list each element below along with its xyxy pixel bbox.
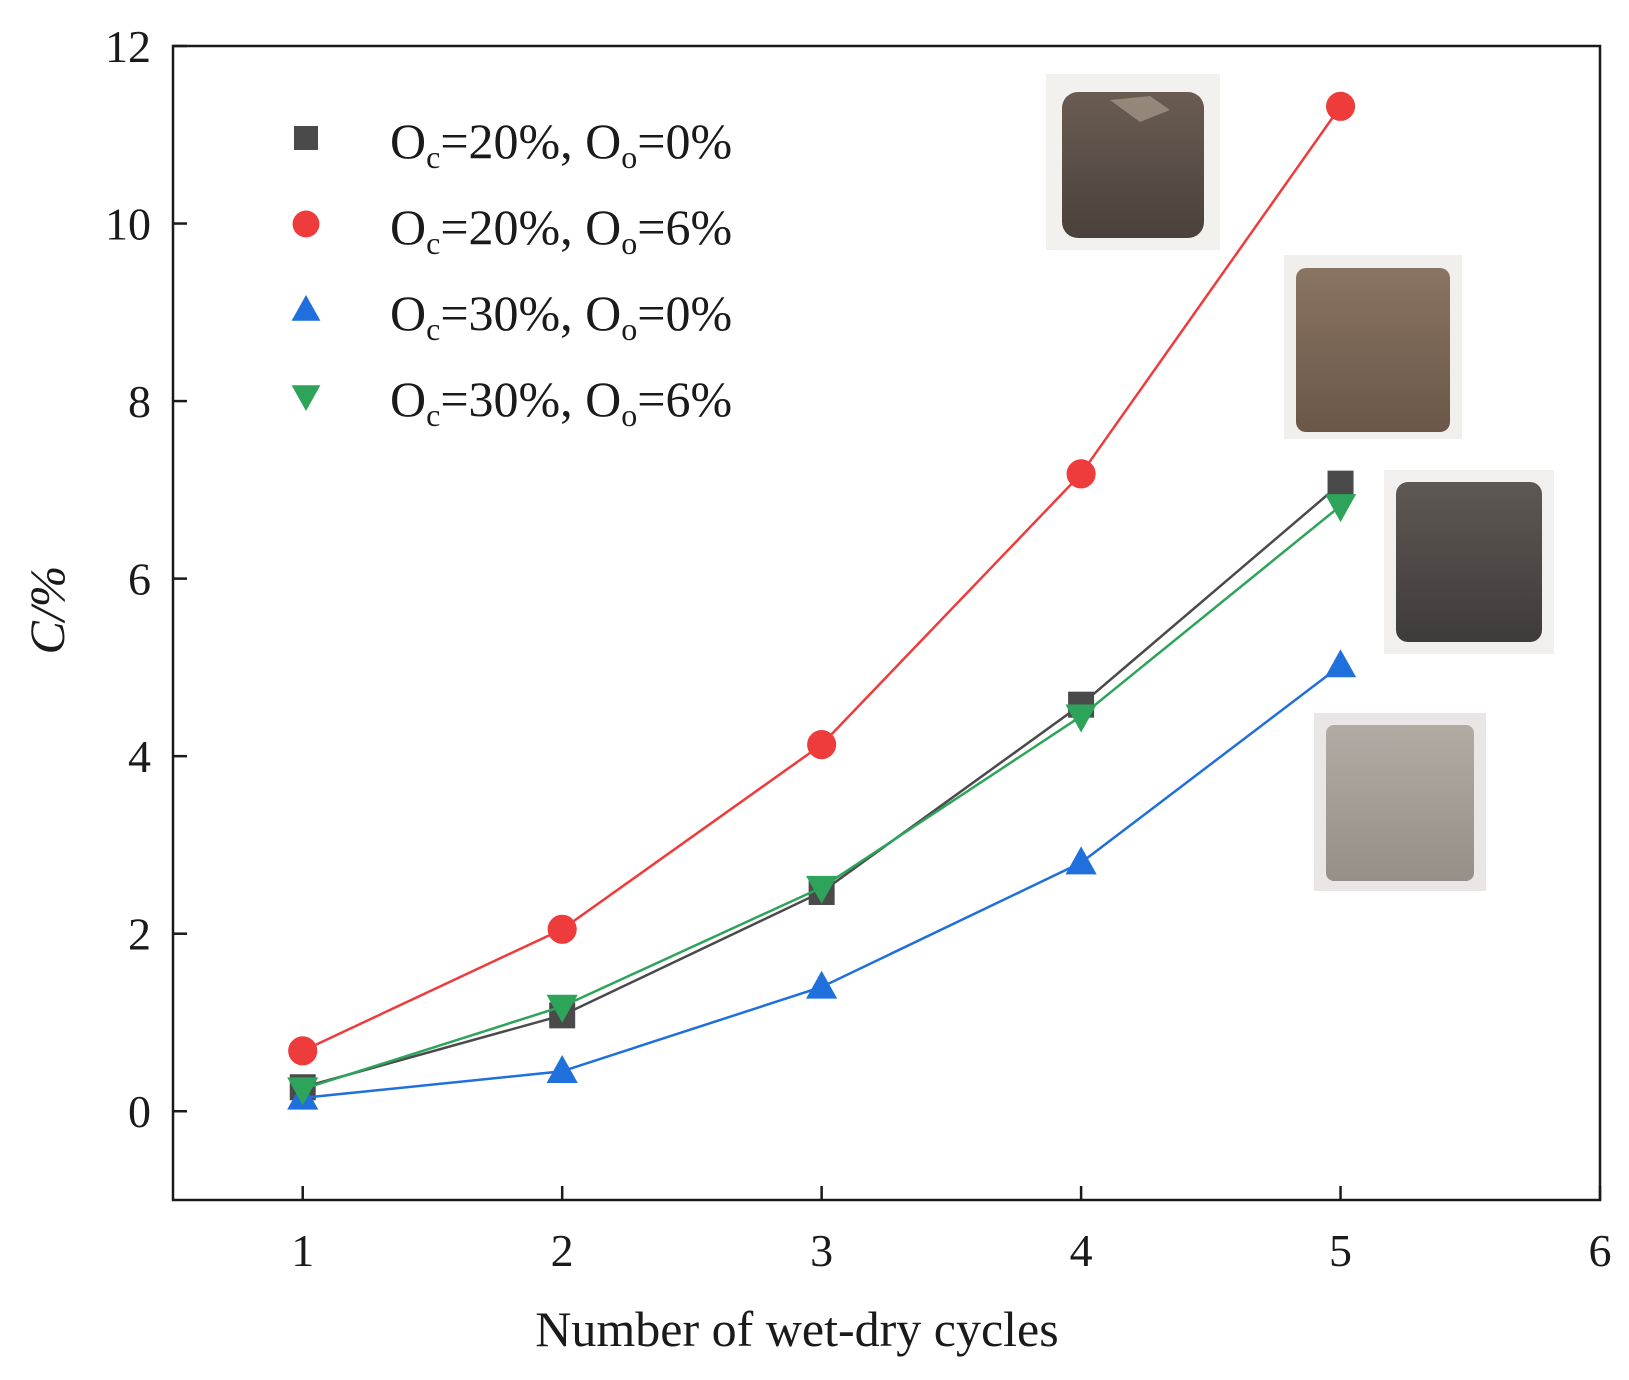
series-1 (289, 470, 1354, 1101)
data-point (807, 730, 837, 760)
legend-marker (291, 385, 321, 411)
legend-entry-2: Oc=20%, Oo=6% (292, 199, 732, 261)
x-tick-label: 5 (1329, 1225, 1352, 1276)
data-point (1325, 91, 1356, 121)
x-tick-label: 1 (291, 1225, 314, 1276)
legend-marker (294, 126, 318, 150)
specimen-photo-1 (1046, 74, 1220, 250)
series-2 (288, 91, 1356, 1066)
y-axis-label: C/% (19, 566, 75, 655)
data-point (288, 1036, 318, 1066)
data-point (806, 875, 838, 904)
data-point (1066, 459, 1096, 489)
data-point (1324, 649, 1357, 678)
y-tick-label: 12 (105, 21, 151, 72)
legend-entry-3: Oc=30%, Oo=0% (291, 285, 732, 347)
data-point (287, 1077, 319, 1106)
specimen-photo-4 (1314, 713, 1486, 891)
legend-marker (292, 210, 320, 238)
y-tick-label: 0 (128, 1086, 151, 1137)
data-point (1327, 470, 1354, 497)
y-tick-label: 8 (128, 376, 151, 427)
series-line (302, 504, 1342, 1091)
legend-label: Oc=30%, Oo=6% (390, 371, 732, 433)
series-4 (287, 494, 1357, 1106)
x-tick-label: 6 (1589, 1225, 1612, 1276)
x-axis-label: Number of wet-dry cycles (535, 1301, 1058, 1357)
y-tick-label: 10 (105, 199, 151, 250)
legend-label: Oc=20%, Oo=6% (390, 199, 732, 261)
x-tick-label: 4 (1070, 1225, 1093, 1276)
x-tick-label: 2 (551, 1225, 574, 1276)
x-tick-label: 3 (810, 1225, 833, 1276)
specimen-photo-3 (1384, 470, 1554, 654)
specimen-photo-2 (1284, 255, 1462, 439)
data-point (1065, 704, 1097, 733)
data-point (546, 994, 578, 1023)
legend-label: Oc=30%, Oo=0% (390, 285, 732, 347)
legend-entry-4: Oc=30%, Oo=6% (291, 371, 732, 433)
data-point (546, 1055, 578, 1083)
y-tick-label: 2 (128, 909, 151, 960)
y-tick-label: 4 (128, 731, 151, 782)
data-point (806, 970, 838, 999)
y-tick-label: 6 (128, 554, 151, 605)
series-3 (287, 649, 1357, 1110)
data-point (1324, 494, 1357, 523)
legend-marker (291, 295, 321, 321)
legend-entry-1: Oc=20%, Oo=0% (294, 113, 732, 175)
data-point (547, 914, 577, 944)
plot-frame (171, 44, 1602, 1202)
data-point (1065, 846, 1097, 875)
legend-label: Oc=20%, Oo=0% (390, 113, 732, 175)
